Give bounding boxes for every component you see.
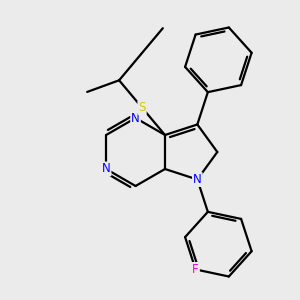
Text: F: F — [192, 263, 199, 276]
Text: N: N — [131, 112, 140, 124]
Text: N: N — [102, 163, 110, 176]
Text: N: N — [193, 173, 202, 186]
Text: S: S — [138, 101, 146, 114]
